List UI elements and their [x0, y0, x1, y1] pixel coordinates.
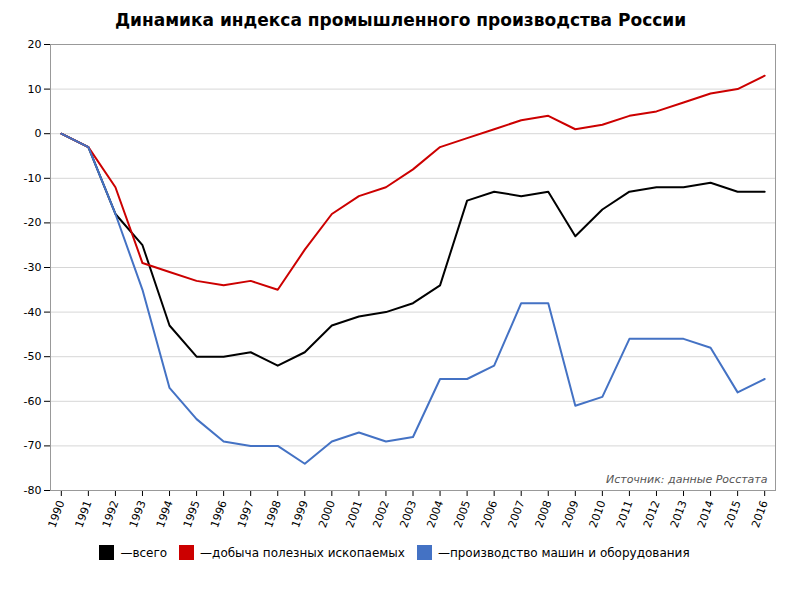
svg-text:1999: 1999	[289, 499, 311, 530]
svg-text:2007: 2007	[506, 499, 528, 530]
svg-text:2005: 2005	[451, 499, 473, 530]
svg-text:2012: 2012	[641, 499, 663, 530]
svg-text:1998: 1998	[262, 499, 284, 530]
svg-text:2003: 2003	[397, 499, 419, 530]
svg-text:-60: -60	[24, 395, 42, 408]
svg-text:1996: 1996	[208, 499, 230, 530]
svg-text:-50: -50	[24, 350, 42, 363]
svg-text:0: 0	[35, 127, 42, 140]
html-text:Динамика индекса промышленного: Динамика индекса промышленного производс…	[114, 10, 687, 30]
svg-text:-20: -20	[24, 216, 42, 229]
svg-text:2008: 2008	[533, 499, 555, 530]
svg-text:Источник: данные Росстата: Источник: данные Росстата	[606, 473, 768, 486]
svg-text:2002: 2002	[370, 499, 392, 530]
html-text:—добыча полезных ископаемых: —добыча полезных ископаемых	[200, 545, 405, 560]
svg-text:2013: 2013	[668, 499, 690, 530]
svg-text:2006: 2006	[478, 499, 500, 530]
svg-text:10: 10	[28, 83, 42, 96]
svg-text:1991: 1991	[73, 499, 95, 530]
svg-text:2000: 2000	[316, 499, 338, 530]
svg-text:2015: 2015	[722, 499, 744, 530]
html-text:—производство машин и оборудов: —производство машин и оборудования	[437, 545, 690, 560]
svg-text:-80: -80	[24, 484, 42, 497]
svg-text:1994: 1994	[154, 499, 176, 530]
svg-text:20: 20	[28, 38, 42, 51]
svg-text:1997: 1997	[235, 499, 257, 530]
svg-text:2016: 2016	[749, 499, 771, 530]
svg-text:2001: 2001	[343, 499, 365, 530]
svg-text:1990: 1990	[46, 499, 68, 530]
svg-text:2004: 2004	[424, 499, 446, 530]
svg-text:2010: 2010	[587, 499, 609, 530]
svg-text:-40: -40	[24, 306, 42, 319]
html-text:—всего: —всего	[120, 545, 168, 560]
svg-text:-10: -10	[24, 172, 42, 185]
svg-text:1992: 1992	[100, 499, 122, 530]
svg-text:1995: 1995	[181, 499, 203, 530]
svg-text:2014: 2014	[695, 499, 717, 530]
svg-text:2011: 2011	[614, 499, 636, 530]
svg-text:-30: -30	[24, 261, 42, 274]
svg-text:1993: 1993	[127, 499, 149, 530]
svg-text:-70: -70	[24, 439, 42, 452]
svg-text:2009: 2009	[560, 499, 582, 530]
